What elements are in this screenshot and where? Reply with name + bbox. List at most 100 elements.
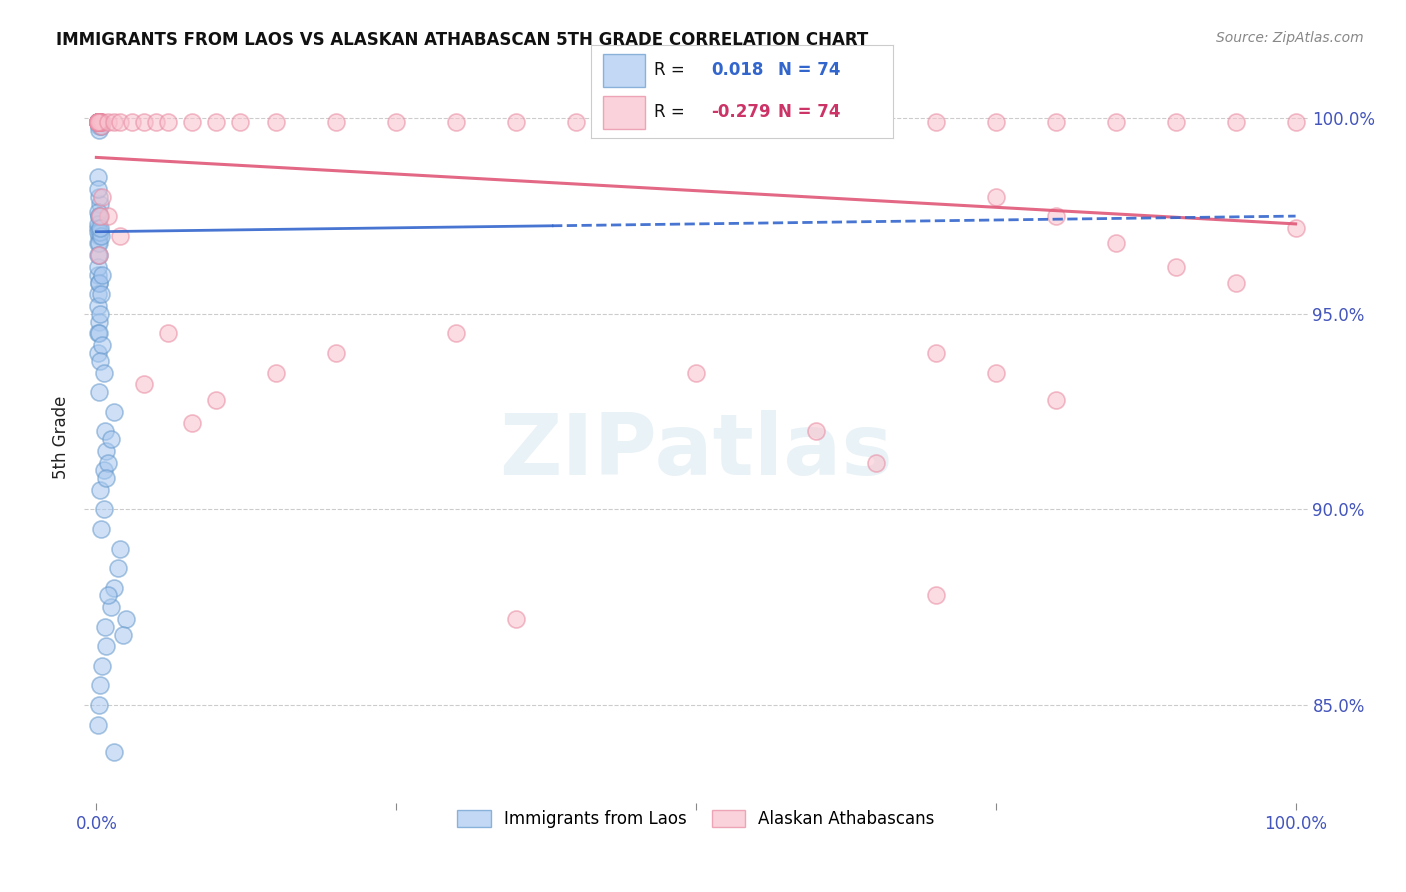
Point: [97, 209, 120, 223]
Point: [107, 561, 129, 575]
Point: [90, 119, 112, 133]
Point: [181, 417, 204, 431]
Point: [505, 612, 527, 626]
Point: [93, 620, 117, 634]
Bar: [603, 54, 645, 87]
Point: [86, 346, 108, 360]
Point: [90, 119, 112, 133]
Point: [86, 115, 108, 129]
Text: R =: R =: [654, 103, 690, 120]
Point: [157, 115, 180, 129]
Point: [984, 366, 1007, 380]
Point: [103, 115, 125, 129]
Point: [115, 612, 138, 626]
Point: [89, 220, 111, 235]
Point: [110, 228, 132, 243]
Point: [86, 115, 108, 129]
Point: [87, 115, 110, 129]
Point: [1045, 392, 1067, 407]
Point: [91, 115, 114, 129]
Point: [86, 115, 108, 129]
Point: [685, 115, 707, 129]
Point: [134, 377, 156, 392]
Point: [89, 115, 111, 129]
Point: [86, 115, 108, 129]
Point: [103, 745, 125, 759]
Point: [89, 678, 111, 692]
Point: [86, 260, 108, 274]
Point: [86, 326, 108, 341]
Point: [89, 307, 111, 321]
Point: [804, 115, 827, 129]
Point: [110, 541, 132, 556]
Point: [86, 205, 108, 219]
Point: [157, 326, 180, 341]
Point: [111, 627, 134, 641]
Point: [93, 502, 115, 516]
Point: [86, 115, 108, 129]
Point: [103, 581, 125, 595]
Point: [121, 115, 143, 129]
Point: [385, 115, 408, 129]
Legend: Immigrants from Laos, Alaskan Athabascans: Immigrants from Laos, Alaskan Athabascan…: [450, 803, 942, 835]
Point: [1164, 260, 1187, 274]
Point: [86, 287, 108, 301]
Point: [86, 268, 108, 282]
Text: R =: R =: [654, 62, 690, 79]
Point: [1225, 276, 1247, 290]
Point: [86, 220, 108, 235]
Point: [86, 115, 108, 129]
Point: [89, 197, 111, 211]
Point: [565, 115, 588, 129]
Point: [745, 115, 768, 129]
Point: [87, 326, 110, 341]
Text: N = 74: N = 74: [778, 103, 841, 120]
Point: [1284, 115, 1306, 129]
Point: [90, 287, 112, 301]
Point: [87, 698, 110, 712]
Point: [87, 115, 110, 129]
Point: [86, 225, 108, 239]
Text: Source: ZipAtlas.com: Source: ZipAtlas.com: [1216, 31, 1364, 45]
Point: [103, 404, 125, 418]
Point: [984, 115, 1007, 129]
Text: 0.018: 0.018: [711, 62, 763, 79]
Point: [87, 123, 110, 137]
Point: [86, 115, 108, 129]
Point: [97, 115, 120, 129]
Point: [505, 115, 527, 129]
Text: IMMIGRANTS FROM LAOS VS ALASKAN ATHABASCAN 5TH GRADE CORRELATION CHART: IMMIGRANTS FROM LAOS VS ALASKAN ATHABASC…: [56, 31, 869, 49]
Point: [89, 353, 111, 368]
Point: [87, 315, 110, 329]
Point: [925, 589, 948, 603]
Point: [865, 456, 887, 470]
Bar: [603, 96, 645, 129]
Point: [87, 115, 110, 129]
Text: -0.279: -0.279: [711, 103, 770, 120]
Point: [87, 385, 110, 400]
Point: [444, 326, 467, 341]
Point: [86, 299, 108, 313]
Point: [87, 276, 110, 290]
Point: [1225, 115, 1247, 129]
Point: [86, 217, 108, 231]
Point: [685, 366, 707, 380]
Point: [1045, 209, 1067, 223]
Point: [87, 236, 110, 251]
Point: [93, 366, 115, 380]
Point: [94, 640, 117, 654]
Point: [87, 115, 110, 129]
Point: [87, 119, 110, 133]
Point: [86, 115, 108, 129]
Point: [89, 115, 111, 129]
Point: [86, 115, 108, 129]
Point: [984, 189, 1007, 203]
Point: [86, 115, 108, 129]
Point: [229, 115, 252, 129]
Point: [804, 424, 827, 438]
Point: [97, 589, 120, 603]
Point: [87, 115, 110, 129]
Point: [134, 115, 156, 129]
Point: [87, 115, 110, 129]
Point: [94, 471, 117, 485]
